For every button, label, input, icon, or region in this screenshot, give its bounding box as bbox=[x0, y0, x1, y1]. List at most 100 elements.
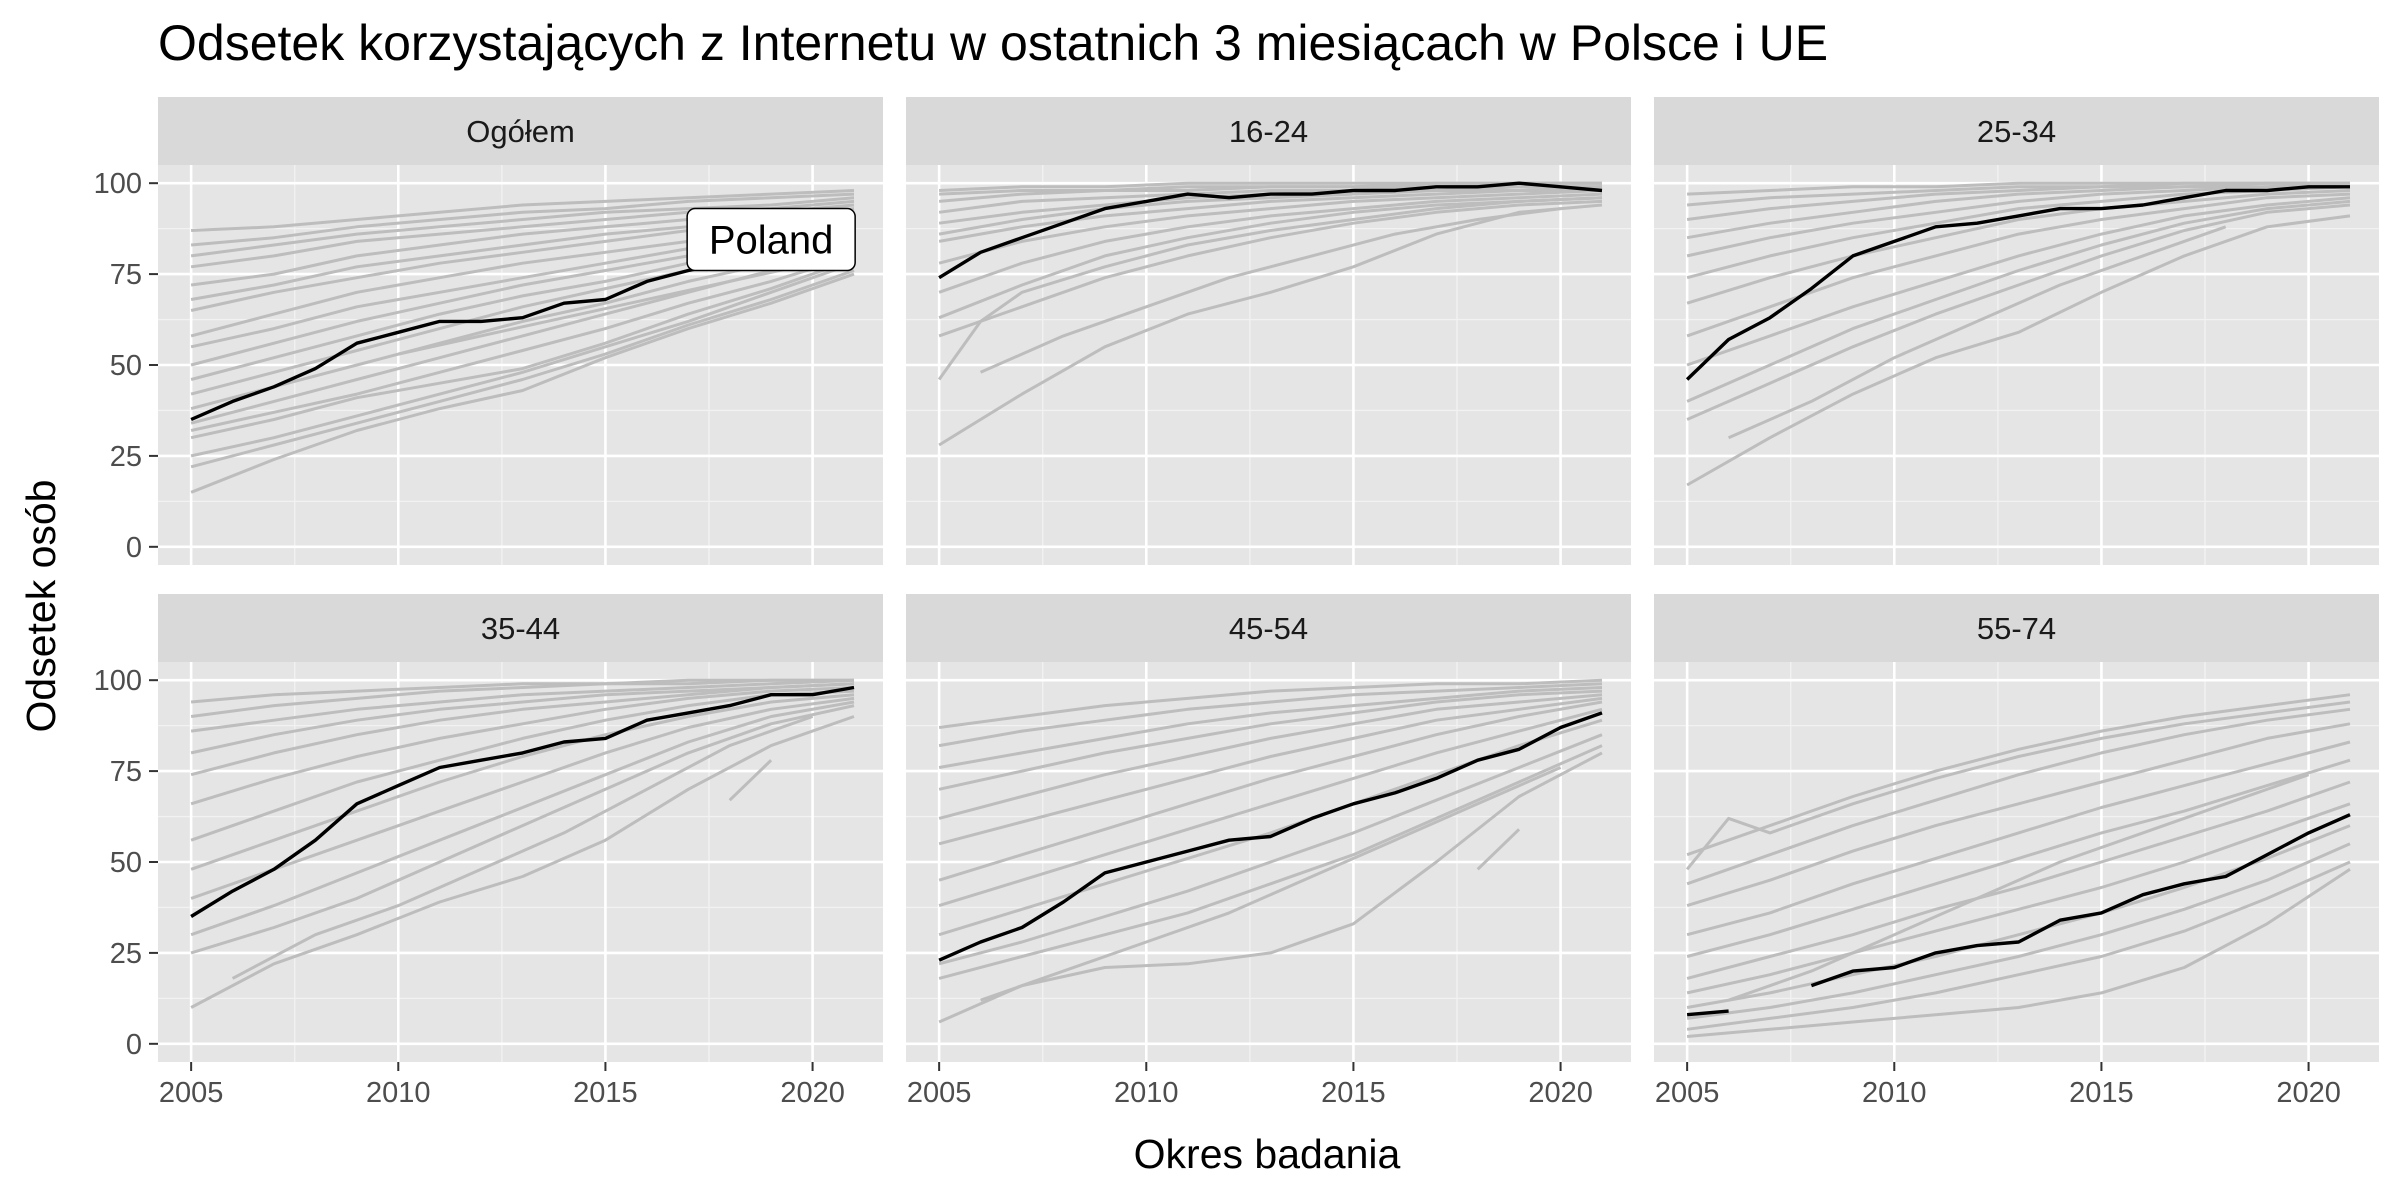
series-line-other-country bbox=[938, 693, 1603, 820]
series-line-other-country bbox=[938, 189, 1602, 243]
annotation-label-box bbox=[686, 207, 856, 272]
facet-panel: 16-24 bbox=[906, 97, 1631, 565]
series-line-other-country bbox=[190, 678, 855, 733]
chart-title: Odsetek korzystających z Internetu w ost… bbox=[158, 15, 1829, 71]
series-line-other-country bbox=[190, 689, 855, 842]
y-tick-label: 25 bbox=[110, 938, 142, 970]
y-tick-label: 50 bbox=[110, 847, 142, 879]
series-line-other-country bbox=[190, 682, 855, 777]
x-tick-label: 2010 bbox=[366, 1077, 431, 1109]
series-line-other-country bbox=[1685, 700, 2351, 871]
series-line-other-country bbox=[1686, 802, 2351, 995]
facet-strip-label: 45-54 bbox=[1229, 611, 1308, 646]
x-tick-label: 2005 bbox=[159, 1077, 224, 1109]
series-line-other-country bbox=[938, 689, 1603, 791]
facet-strip-label: Ogółem bbox=[466, 114, 575, 149]
series-line-other-country bbox=[1728, 773, 2310, 1002]
facet-strip-label: 55-74 bbox=[1977, 611, 2056, 646]
series-line-other-country bbox=[1476, 828, 1521, 871]
x-tick-label: 2010 bbox=[1862, 1077, 1927, 1109]
series-line-other-country bbox=[1686, 860, 2351, 1031]
series-line-other-country bbox=[190, 261, 855, 458]
series-line-other-country bbox=[1686, 758, 2351, 958]
series-line-poland bbox=[1686, 1009, 1729, 1017]
series-line-other-country bbox=[979, 207, 1561, 374]
x-tick-label: 2015 bbox=[573, 1077, 638, 1109]
series-line-other-country bbox=[190, 693, 855, 871]
series-line-other-country bbox=[1686, 196, 2351, 367]
series-line-other-country bbox=[938, 189, 1603, 265]
series-line-other-country bbox=[190, 272, 855, 494]
series-line-other-country bbox=[938, 192, 1603, 294]
series-line-other-country bbox=[1686, 707, 2351, 886]
series-line-other-country bbox=[1686, 203, 2351, 421]
series-line-poland bbox=[1685, 185, 2350, 381]
series-line-other-country bbox=[190, 696, 855, 900]
series-line-other-country bbox=[1727, 225, 2227, 440]
series-line-other-country bbox=[190, 700, 855, 937]
y-tick-label: 0 bbox=[126, 532, 142, 564]
x-tick-label: 2010 bbox=[1114, 1077, 1179, 1109]
series-line-other-country bbox=[938, 678, 1603, 729]
facet-panel: Ogółem Poland 0 25 50 75 100 bbox=[94, 97, 883, 565]
series-line-other-country bbox=[1686, 780, 2351, 980]
series-line-other-country bbox=[938, 744, 1603, 980]
series-line-poland bbox=[190, 685, 855, 918]
series-line-other-country bbox=[938, 733, 1603, 966]
y-tick-label: 50 bbox=[110, 350, 142, 382]
x-tick-label: 2020 bbox=[780, 1077, 845, 1109]
series-line-other-country bbox=[190, 715, 855, 1009]
series-line-poland bbox=[938, 181, 1603, 280]
y-tick-label: 75 bbox=[110, 259, 142, 291]
facet-strip bbox=[1654, 97, 2379, 165]
series-line-other-country bbox=[190, 258, 855, 440]
series-line-other-country bbox=[938, 696, 1603, 846]
facet-strip bbox=[158, 97, 883, 165]
facet-panel: 55-74 2005 2010 2015 2020 bbox=[1654, 594, 2379, 1109]
series-line-other-country bbox=[728, 759, 773, 802]
x-tick-label: 2020 bbox=[2276, 1077, 2341, 1109]
facet-panel: 35-44 0 25 50 75 100 2005 2010 2015 2020 bbox=[94, 594, 883, 1109]
series-line-other-country bbox=[1686, 842, 2351, 1020]
y-tick-label: 100 bbox=[94, 665, 142, 697]
facet-strip-label: 16-24 bbox=[1229, 114, 1308, 149]
series-line-other-country bbox=[190, 192, 855, 247]
series-line-other-country bbox=[190, 686, 855, 806]
x-axis-title: Okres badania bbox=[1134, 1131, 1401, 1177]
y-tick-label: 100 bbox=[94, 168, 142, 200]
y-tick-label: 75 bbox=[110, 756, 142, 788]
series-line-other-country bbox=[190, 704, 855, 955]
x-tick-label: 2005 bbox=[1655, 1077, 1720, 1109]
series-line-other-country bbox=[1686, 693, 2351, 857]
facet-strip bbox=[906, 594, 1631, 662]
series-line-other-country bbox=[938, 686, 1603, 769]
series-line-other-country bbox=[1686, 185, 2350, 258]
facet-strip-label: 25-34 bbox=[1977, 114, 2056, 149]
series-line-other-country bbox=[190, 254, 855, 432]
series-line-poland bbox=[1810, 813, 2351, 988]
series-line-other-country bbox=[938, 707, 1603, 908]
series-line-other-country bbox=[1686, 214, 2351, 487]
series-line-other-country bbox=[1686, 189, 2351, 305]
facet-strip-label: 35-44 bbox=[481, 611, 560, 646]
series-line-other-country bbox=[1686, 868, 2351, 1038]
series-line-other-country bbox=[397, 261, 813, 356]
y-tick-label: 0 bbox=[126, 1029, 142, 1061]
series-line-other-country bbox=[1686, 199, 2351, 403]
series-line-other-country bbox=[938, 700, 1603, 882]
x-tick-label: 2020 bbox=[1528, 1077, 1593, 1109]
series-line-other-country bbox=[1686, 181, 2350, 221]
facet-strip bbox=[1654, 594, 2379, 662]
facet-panel: 25-34 bbox=[1654, 97, 2379, 565]
facet-strip bbox=[906, 97, 1631, 165]
facet-panel: 45-54 2005 2010 2015 2020 bbox=[906, 594, 1631, 1109]
series-line-other-country bbox=[1686, 740, 2351, 937]
series-line-other-country bbox=[938, 199, 1603, 338]
series-line-other-country bbox=[938, 751, 1603, 1024]
annotation-label: Poland bbox=[709, 219, 834, 263]
x-tick-label: 2015 bbox=[2069, 1077, 2134, 1109]
series-line-other-country bbox=[938, 203, 1603, 447]
series-line-other-country bbox=[190, 678, 854, 718]
series-line-other-country bbox=[980, 766, 1562, 1002]
